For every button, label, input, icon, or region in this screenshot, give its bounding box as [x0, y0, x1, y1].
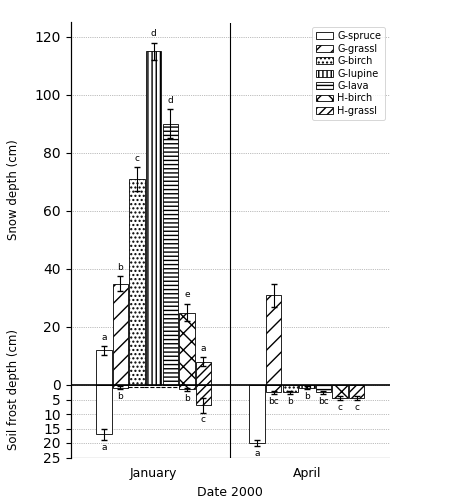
Bar [112, 385, 128, 388]
Text: c: c [201, 416, 206, 424]
Bar [249, 385, 264, 443]
Text: a: a [254, 449, 259, 458]
Bar [282, 385, 297, 392]
Text: b: b [117, 392, 123, 401]
Bar [315, 385, 330, 392]
Text: c: c [354, 404, 359, 412]
Bar [332, 385, 347, 398]
Text: a: a [101, 443, 106, 452]
Text: e: e [184, 290, 189, 300]
Bar [195, 385, 211, 406]
Text: d: d [151, 30, 156, 38]
Text: Snow depth (cm): Snow depth (cm) [7, 140, 20, 240]
Text: b: b [303, 392, 309, 401]
Bar [129, 179, 144, 385]
Bar [179, 312, 194, 385]
Bar [265, 385, 281, 392]
Bar [195, 362, 211, 385]
Text: bc: bc [318, 396, 328, 406]
Text: b: b [183, 394, 189, 402]
Text: Soil frost depth (cm): Soil frost depth (cm) [7, 330, 20, 450]
Text: a: a [101, 332, 106, 342]
Text: bc: bc [268, 396, 278, 406]
Text: a: a [200, 344, 206, 353]
Bar [96, 350, 111, 385]
Bar [298, 385, 314, 388]
Text: d: d [167, 96, 173, 105]
Bar [179, 385, 194, 390]
Bar [112, 284, 128, 385]
Text: c: c [134, 154, 139, 163]
Text: c: c [337, 404, 342, 412]
Bar [96, 385, 111, 434]
X-axis label: Date 2000: Date 2000 [197, 486, 263, 499]
Bar [265, 295, 281, 385]
Bar [348, 385, 364, 398]
Text: b: b [287, 396, 293, 406]
Text: b: b [117, 263, 123, 272]
Legend: G-spruce, G-grassl, G-birch, G-lupine, G-lava, H-birch, H-grassl: G-spruce, G-grassl, G-birch, G-lupine, G… [311, 28, 384, 120]
Bar [162, 124, 177, 385]
Bar [146, 52, 161, 385]
